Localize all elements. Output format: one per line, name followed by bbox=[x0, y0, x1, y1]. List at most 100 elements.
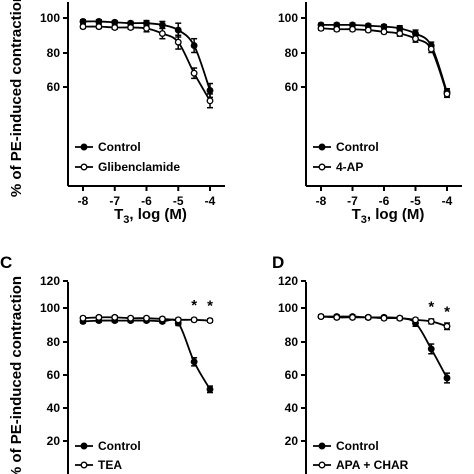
x-axis-label: T3, log (M) bbox=[352, 206, 425, 226]
y-axis-label: % of PE-induced contraction bbox=[8, 0, 25, 197]
data-point bbox=[190, 42, 198, 50]
series-treatment bbox=[79, 313, 214, 325]
y-tick-label: 60 bbox=[285, 368, 299, 382]
series-treatment bbox=[317, 313, 451, 331]
y-tick-label: 100 bbox=[278, 11, 298, 25]
significance-star: * bbox=[191, 297, 197, 314]
significance-star: * bbox=[444, 303, 450, 320]
legend-marker bbox=[318, 442, 326, 450]
y-tick-label: 60 bbox=[47, 80, 61, 94]
series-treatment bbox=[317, 24, 451, 99]
x-tick-label: -4 bbox=[442, 194, 453, 208]
data-point bbox=[95, 23, 103, 31]
series-control bbox=[79, 317, 214, 394]
y-tick-label: 40 bbox=[285, 401, 299, 415]
series-line bbox=[82, 318, 211, 390]
data-point bbox=[79, 314, 87, 322]
legend-marker bbox=[318, 163, 326, 171]
legend-entry: TEA bbox=[75, 458, 122, 472]
x-tick-label: -5 bbox=[410, 194, 421, 208]
x-tick-label: -4 bbox=[205, 194, 216, 208]
data-point bbox=[206, 385, 214, 393]
data-point bbox=[412, 35, 419, 43]
x-tick-label: -7 bbox=[347, 194, 358, 208]
data-point bbox=[143, 314, 150, 322]
y-tick-label: 100 bbox=[278, 301, 298, 315]
x-axis-label-sub: 3 bbox=[361, 214, 367, 226]
legend-label: TEA bbox=[98, 458, 122, 472]
y-tick-label: 120 bbox=[278, 274, 298, 288]
data-point bbox=[206, 317, 214, 325]
legend-marker bbox=[80, 442, 88, 450]
legend-marker bbox=[318, 461, 326, 469]
x-axis-label-rest: , log (M) bbox=[129, 206, 186, 223]
significance-star: * bbox=[428, 298, 434, 315]
panel-label: D bbox=[272, 253, 284, 272]
x-axis-label-rest: , log (M) bbox=[367, 206, 424, 223]
x-axis-label: T3, log (M) bbox=[114, 206, 187, 226]
series-line bbox=[320, 27, 448, 95]
legend-marker bbox=[318, 143, 326, 151]
legend-label: Control bbox=[98, 439, 141, 453]
y-tick-label: 80 bbox=[47, 335, 61, 349]
legend-entry: Control bbox=[313, 140, 379, 154]
legend-label: 4-AP bbox=[336, 160, 363, 174]
legend-label: APA + CHAR bbox=[336, 458, 409, 472]
data-point bbox=[190, 69, 198, 77]
data-point bbox=[333, 25, 341, 33]
panel-4: 20 40 60 80 100 120 D * * Control APA + CHAR bbox=[272, 253, 451, 474]
data-point bbox=[443, 374, 451, 382]
data-point bbox=[206, 97, 214, 105]
data-point bbox=[349, 25, 356, 33]
legend-marker bbox=[80, 143, 88, 151]
data-point bbox=[443, 90, 451, 98]
legend-label: Control bbox=[98, 140, 141, 154]
x-tick-label: -8 bbox=[78, 194, 89, 208]
data-point bbox=[111, 313, 119, 321]
x-tick-label: -6 bbox=[379, 194, 390, 208]
data-point bbox=[380, 28, 388, 36]
data-point bbox=[333, 313, 341, 321]
y-tick-label: 80 bbox=[285, 46, 299, 60]
panel-3: 20 40 60 80 100 120 % of PE-induced contractio… bbox=[0, 253, 214, 474]
data-point bbox=[190, 316, 198, 324]
data-point bbox=[127, 314, 135, 322]
legend-entry: Control bbox=[75, 140, 141, 154]
legend-entry: 4-AP bbox=[313, 160, 363, 174]
x-tick-label: -7 bbox=[109, 194, 120, 208]
panel-1: 60 80 100 -8 -7 -6 -5 -4 T3, log (M) % of PE-indu… bbox=[8, 0, 225, 226]
data-point bbox=[427, 317, 435, 325]
data-point bbox=[396, 314, 404, 322]
data-point bbox=[174, 316, 182, 324]
data-point bbox=[95, 313, 103, 321]
x-axis-label-base: T bbox=[352, 206, 361, 223]
y-tick-label: 60 bbox=[285, 80, 299, 94]
series-line bbox=[321, 315, 448, 379]
data-point bbox=[396, 30, 404, 37]
legend-label: Control bbox=[336, 140, 379, 154]
legend-entry: Control bbox=[313, 439, 379, 453]
data-point bbox=[412, 316, 419, 324]
y-tick-label: 80 bbox=[47, 46, 61, 60]
x-tick-label: -8 bbox=[316, 194, 327, 208]
y-tick-label: 60 bbox=[47, 368, 61, 382]
data-point bbox=[349, 313, 356, 321]
data-point bbox=[206, 86, 214, 94]
x-tick-label: -5 bbox=[173, 194, 184, 208]
data-point bbox=[158, 21, 166, 29]
y-tick-label: 40 bbox=[47, 401, 61, 415]
data-point bbox=[143, 24, 150, 32]
legend-marker bbox=[80, 163, 88, 171]
panel-label: C bbox=[0, 253, 12, 272]
data-point bbox=[127, 24, 135, 31]
panel-2: 60 80 100 -8 -7 -6 -5 -4 T3, log (M) Control 4-AP bbox=[278, 2, 462, 226]
data-point bbox=[79, 23, 87, 31]
data-point bbox=[174, 38, 182, 46]
y-tick-label: 20 bbox=[47, 434, 61, 448]
data-point bbox=[190, 358, 198, 366]
legend-label: Glibenclamide bbox=[98, 160, 180, 174]
data-point bbox=[427, 345, 435, 353]
data-point bbox=[364, 313, 372, 321]
data-point bbox=[427, 45, 435, 53]
